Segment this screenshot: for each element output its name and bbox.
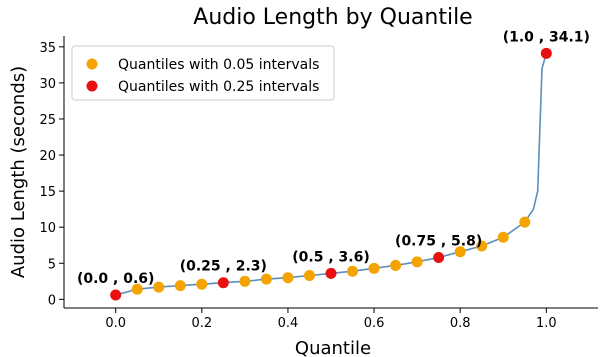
point-quantile-005 [519, 216, 531, 228]
legend-marker-quantiles-025 [86, 80, 98, 92]
point-quantile-005 [303, 270, 315, 282]
point-quantile-005 [497, 231, 509, 243]
point-annotation: (0.75 , 5.8) [395, 233, 482, 249]
y-axis-title: Audio Length (seconds) [8, 66, 29, 278]
point-quantile-025 [325, 267, 337, 279]
point-quantile-005 [239, 275, 251, 287]
y-tick-label: 20 [39, 149, 56, 164]
point-quantile-005 [347, 265, 359, 277]
legend: Quantiles with 0.05 intervals Quantiles … [71, 45, 335, 101]
chart-title: Audio Length by Quantile [193, 5, 472, 30]
legend-label-quantiles-005: Quantiles with 0.05 intervals [118, 57, 319, 73]
point-quantile-005 [454, 246, 466, 258]
legend-box [71, 45, 335, 101]
point-annotation: (0.25 , 2.3) [180, 259, 267, 275]
y-tick-label: 25 [39, 113, 56, 128]
y-tick-label: 35 [39, 41, 56, 56]
x-axis-ticks: 0.0 0.2 0.4 0.6 0.8 1.0 [105, 308, 557, 331]
y-tick-label: 10 [39, 221, 56, 236]
plot-area [110, 47, 552, 301]
point-quantile-005 [368, 262, 380, 274]
point-quantile-005 [390, 259, 402, 271]
x-tick-label: 0.8 [450, 316, 471, 331]
point-quantile-025 [110, 289, 122, 301]
point-quantile-005 [476, 240, 488, 252]
x-tick-label: 0.2 [191, 316, 212, 331]
y-axis-ticks: 0 5 10 15 20 25 30 35 [39, 41, 64, 308]
y-tick-label: 30 [39, 77, 56, 92]
point-annotation: (1.0 , 34.1) [503, 29, 590, 45]
y-tick-label: 0 [48, 293, 56, 308]
x-tick-label: 0.4 [278, 316, 299, 331]
annotations: (0.0 , 0.6) (0.25 , 2.3) (0.5 , 3.6) (0.75 … [77, 29, 590, 287]
legend-marker-quantiles-005 [86, 58, 98, 70]
x-tick-label: 0.6 [364, 316, 385, 331]
point-annotation: (0.5 , 3.6) [292, 249, 369, 265]
point-quantile-005 [411, 256, 423, 268]
point-quantile-005 [282, 272, 294, 284]
x-axis-title: Quantile [295, 338, 371, 357]
point-quantile-005 [131, 283, 143, 295]
point-quantile-005 [260, 273, 272, 285]
point-quantile-025 [217, 277, 229, 289]
x-tick-label: 1.0 [536, 316, 557, 331]
point-quantile-005 [196, 278, 208, 290]
point-quantile-025 [540, 47, 552, 59]
y-tick-label: 5 [48, 257, 56, 272]
legend-label-quantiles-025: Quantiles with 0.25 intervals [118, 79, 319, 95]
point-quantile-005 [153, 281, 165, 293]
point-annotation: (0.0 , 0.6) [77, 271, 154, 287]
y-tick-label: 15 [39, 185, 56, 200]
x-tick-label: 0.0 [105, 316, 126, 331]
point-quantile-025 [433, 251, 445, 263]
point-quantile-005 [174, 280, 186, 292]
